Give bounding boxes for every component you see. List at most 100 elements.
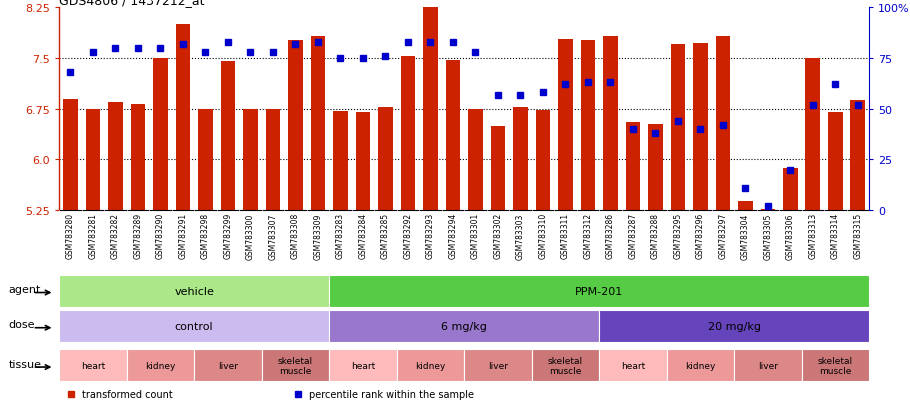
- Text: GSM783299: GSM783299: [223, 213, 232, 259]
- Text: kidney: kidney: [685, 361, 715, 370]
- Text: GSM783300: GSM783300: [246, 213, 255, 259]
- Bar: [130, 105, 146, 211]
- Text: GSM783310: GSM783310: [539, 213, 547, 259]
- Text: GSM783311: GSM783311: [561, 213, 570, 259]
- Text: kidney: kidney: [415, 361, 446, 370]
- Bar: [266, 109, 280, 211]
- Bar: [86, 109, 100, 211]
- Bar: [599, 311, 869, 342]
- Bar: [648, 125, 662, 211]
- Bar: [693, 44, 708, 211]
- Bar: [153, 59, 167, 211]
- Bar: [329, 350, 397, 381]
- Text: GSM783281: GSM783281: [88, 213, 97, 259]
- Bar: [59, 311, 329, 342]
- Bar: [397, 350, 464, 381]
- Text: GSM783283: GSM783283: [336, 213, 345, 259]
- Bar: [851, 101, 865, 211]
- Text: GSM783309: GSM783309: [313, 213, 322, 259]
- Text: GSM783289: GSM783289: [134, 213, 142, 259]
- Text: transformed count: transformed count: [82, 389, 173, 399]
- Bar: [468, 109, 482, 211]
- Bar: [329, 311, 599, 342]
- Text: vehicle: vehicle: [174, 286, 214, 296]
- Text: skeletal
muscle: skeletal muscle: [548, 356, 583, 375]
- Bar: [243, 109, 258, 211]
- Text: GSM783291: GSM783291: [178, 213, 187, 259]
- Text: skeletal
muscle: skeletal muscle: [818, 356, 853, 375]
- Text: 6 mg/kg: 6 mg/kg: [441, 321, 487, 331]
- Bar: [558, 40, 572, 211]
- Text: GSM783286: GSM783286: [606, 213, 615, 259]
- Text: dose: dose: [9, 320, 35, 330]
- Text: GSM783292: GSM783292: [403, 213, 412, 259]
- Bar: [581, 40, 595, 211]
- Bar: [513, 107, 528, 211]
- Bar: [63, 100, 77, 211]
- Bar: [194, 350, 261, 381]
- Bar: [59, 350, 126, 381]
- Text: GSM783305: GSM783305: [763, 213, 773, 259]
- Bar: [464, 350, 531, 381]
- Bar: [783, 168, 798, 211]
- Text: GSM783295: GSM783295: [673, 213, 682, 259]
- Bar: [535, 111, 551, 211]
- Text: percentile rank within the sample: percentile rank within the sample: [308, 389, 473, 399]
- Text: liver: liver: [758, 361, 778, 370]
- Bar: [108, 103, 123, 211]
- Text: 20 mg/kg: 20 mg/kg: [708, 321, 761, 331]
- Text: GSM783312: GSM783312: [583, 213, 592, 259]
- Text: GSM783308: GSM783308: [291, 213, 300, 259]
- Text: control: control: [175, 321, 214, 331]
- Bar: [261, 350, 329, 381]
- Text: GSM783304: GSM783304: [741, 213, 750, 259]
- Text: GSM783280: GSM783280: [66, 213, 75, 259]
- Bar: [531, 350, 599, 381]
- Text: GSM783306: GSM783306: [786, 213, 794, 259]
- Text: GSM783313: GSM783313: [808, 213, 817, 259]
- Bar: [490, 126, 505, 211]
- Text: GSM783307: GSM783307: [268, 213, 278, 259]
- Bar: [423, 2, 438, 211]
- Text: agent: agent: [9, 285, 41, 294]
- Bar: [715, 37, 730, 211]
- Bar: [400, 57, 415, 211]
- Text: GSM783297: GSM783297: [718, 213, 727, 259]
- Bar: [333, 112, 348, 211]
- Text: tissue: tissue: [9, 359, 42, 369]
- Bar: [176, 25, 190, 211]
- Text: liver: liver: [217, 361, 238, 370]
- Text: kidney: kidney: [146, 361, 176, 370]
- Bar: [356, 113, 370, 211]
- Text: GSM783314: GSM783314: [831, 213, 840, 259]
- Bar: [59, 275, 329, 307]
- Bar: [805, 59, 820, 211]
- Text: GSM783294: GSM783294: [449, 213, 458, 259]
- Text: GSM783284: GSM783284: [359, 213, 368, 259]
- Text: GDS4806 / 1437212_at: GDS4806 / 1437212_at: [59, 0, 205, 7]
- Text: GSM783287: GSM783287: [628, 213, 637, 259]
- Bar: [666, 350, 734, 381]
- Text: heart: heart: [621, 361, 645, 370]
- Bar: [738, 202, 753, 211]
- Text: GSM783303: GSM783303: [516, 213, 525, 259]
- Bar: [734, 350, 802, 381]
- Bar: [671, 45, 685, 211]
- Text: GSM783301: GSM783301: [470, 213, 480, 259]
- Text: GSM783290: GSM783290: [156, 213, 165, 259]
- Bar: [126, 350, 194, 381]
- Text: heart: heart: [81, 361, 105, 370]
- Bar: [446, 61, 460, 211]
- Text: GSM783293: GSM783293: [426, 213, 435, 259]
- Text: heart: heart: [350, 361, 375, 370]
- Text: GSM783298: GSM783298: [201, 213, 210, 259]
- Text: GSM783282: GSM783282: [111, 213, 120, 259]
- Bar: [329, 275, 869, 307]
- Bar: [599, 350, 666, 381]
- Bar: [828, 113, 843, 211]
- Text: GSM783315: GSM783315: [854, 213, 863, 259]
- Text: liver: liver: [488, 361, 508, 370]
- Bar: [288, 40, 303, 211]
- Bar: [603, 37, 618, 211]
- Bar: [310, 37, 325, 211]
